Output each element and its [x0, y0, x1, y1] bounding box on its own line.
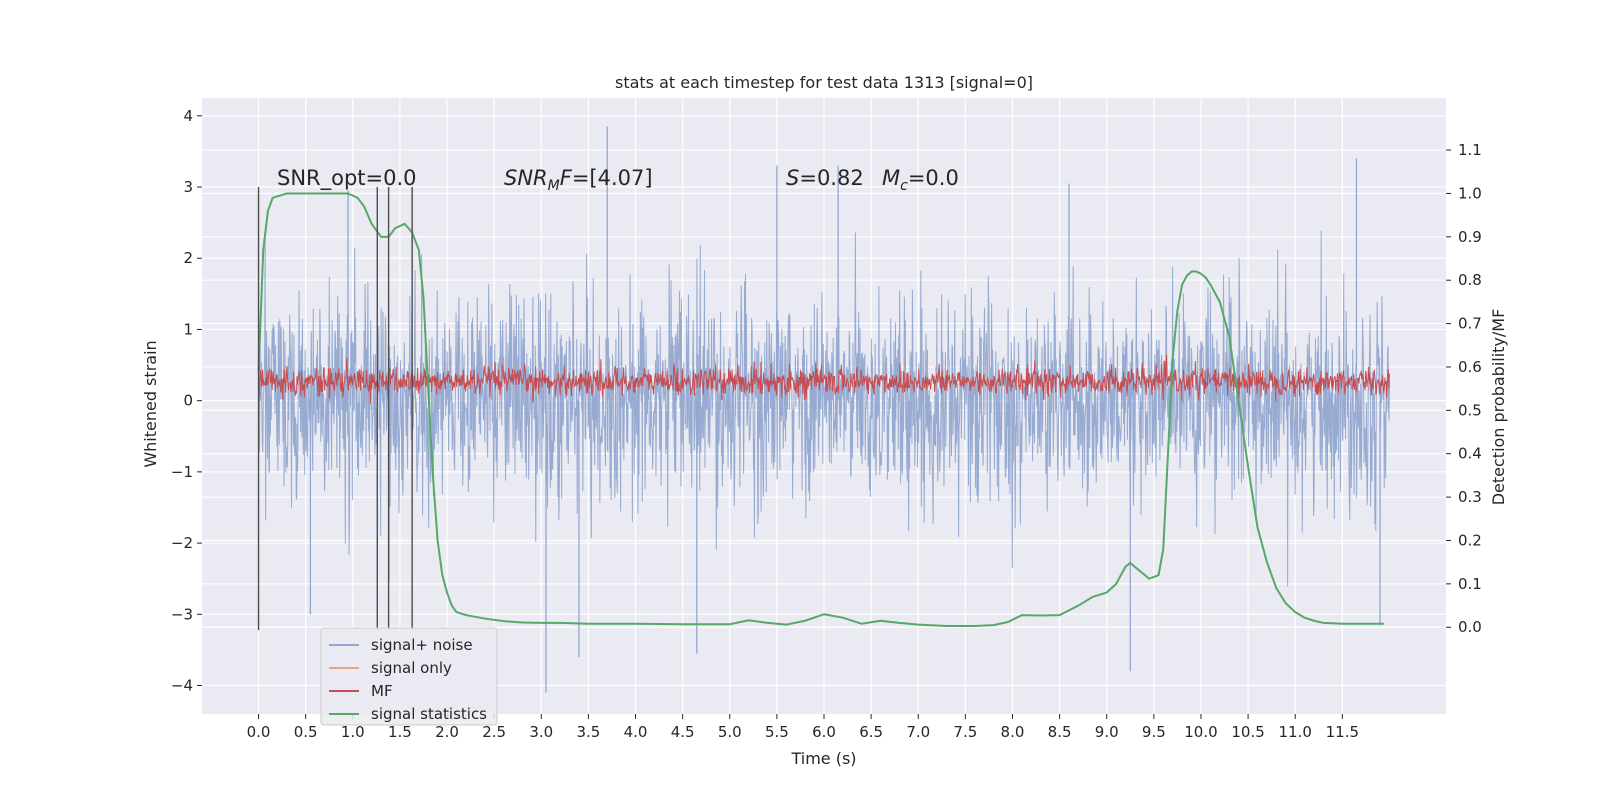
x-tick-label: 3.5	[576, 723, 600, 741]
x-tick-label: 5.5	[765, 723, 789, 741]
y-tick-label: 4	[183, 107, 193, 125]
s-value: =0.82	[799, 166, 863, 190]
series-signal-statistics	[257, 192, 1384, 627]
x-tick-label: 6.0	[812, 723, 836, 741]
legend-label: signal statistics	[371, 705, 487, 723]
series-mf	[258, 354, 1390, 404]
y-tick-label: 2	[183, 249, 193, 267]
x-tick-label: 11.5	[1326, 723, 1359, 741]
x-tick-label: 8.0	[1001, 723, 1025, 741]
legend-label: signal+ noise	[371, 636, 473, 654]
x-tick-label: 11.0	[1279, 723, 1312, 741]
x-tick-label: 7.0	[906, 723, 930, 741]
y-tick-label: −4	[171, 677, 193, 695]
y-tick-label: −2	[171, 534, 193, 552]
series-layer	[257, 126, 1390, 693]
y-tick-label: −3	[171, 605, 193, 623]
y-tick-label: 1	[183, 320, 193, 338]
mc-label: M	[882, 166, 900, 190]
x-axis-label: Time (s)	[790, 749, 856, 768]
snr-mf-subscript: M	[548, 178, 560, 194]
s-annotation: S=0.82	[786, 166, 864, 190]
s-label: S	[786, 166, 799, 190]
y2-tick-label: 0.9	[1458, 228, 1482, 246]
y-tick-label: −1	[171, 463, 193, 481]
axes: 0.0 0.5 1.0 1.5 2.0 2.5 3.0 3.5 4.0 4.5 5.0 5.5 6.0 6…	[171, 107, 1482, 741]
x-tick-label: 7.5	[953, 723, 977, 741]
y-axis-label: Whitened strain	[141, 340, 160, 467]
mc-subscript: c	[900, 178, 908, 194]
legend-label: signal only	[371, 659, 452, 677]
y2-axis-label: Detection probability/MF	[1489, 309, 1508, 506]
vertical-markers	[257, 187, 413, 630]
x-tick-label: 9.5	[1142, 723, 1166, 741]
x-tick-label: 4.5	[671, 723, 695, 741]
snr-mf-annotation: SNRMF=[4.07]	[504, 166, 653, 194]
chart-title: stats at each timestep for test data 131…	[615, 73, 1033, 92]
legend: signal+ noise signal only MF signal statist…	[320, 627, 498, 726]
x-tick-label: 5.0	[718, 723, 742, 741]
y2-tick-label: 0.4	[1458, 445, 1482, 463]
y2-tick-label: 1.0	[1458, 184, 1482, 202]
y2-tick-label: 0.5	[1458, 401, 1482, 419]
x-tick-label: 0.5	[294, 723, 318, 741]
y2-tick-label: 0.2	[1458, 531, 1482, 549]
series-signal-noise	[258, 230, 1390, 587]
mc-annotation: Mc=0.0	[882, 166, 959, 194]
snr-mf-suffix-f: F	[560, 166, 573, 190]
x-tick-label: 8.5	[1048, 723, 1072, 741]
legend-box	[320, 627, 498, 726]
mc-value: =0.0	[908, 166, 959, 190]
x-tick-label: 10.0	[1184, 723, 1217, 741]
y-tick-label: 3	[183, 178, 193, 196]
snr-opt-annotation: SNR_opt=0.0	[277, 166, 417, 191]
y2-tick-label: 1.1	[1458, 141, 1482, 159]
x-tick-label: 9.0	[1095, 723, 1119, 741]
snr-mf-value: =[4.07]	[572, 166, 653, 190]
snr-mf-prefix: SNR	[504, 166, 548, 190]
x-tick-label: 2.0	[435, 723, 459, 741]
x-tick-label: 4.0	[624, 723, 648, 741]
y2-tick-label: 0.3	[1458, 488, 1482, 506]
y2-tick-label: 0.0	[1458, 618, 1482, 636]
x-tick-label: 3.0	[529, 723, 553, 741]
x-tick-label: 10.5	[1231, 723, 1264, 741]
x-tick-label: 6.5	[859, 723, 883, 741]
x-tick-label: 2.5	[482, 723, 506, 741]
legend-label: MF	[371, 682, 393, 700]
x-tick-label: 1.5	[388, 723, 412, 741]
y2-tick-label: 0.7	[1458, 315, 1482, 333]
x-tick-label: 0.0	[247, 723, 271, 741]
y2-tick-label: 0.8	[1458, 271, 1482, 289]
y2-tick-label: 0.1	[1458, 575, 1482, 593]
x-tick-label: 1.0	[341, 723, 365, 741]
y-tick-label: 0	[183, 392, 193, 410]
y2-tick-label: 0.6	[1458, 358, 1482, 376]
